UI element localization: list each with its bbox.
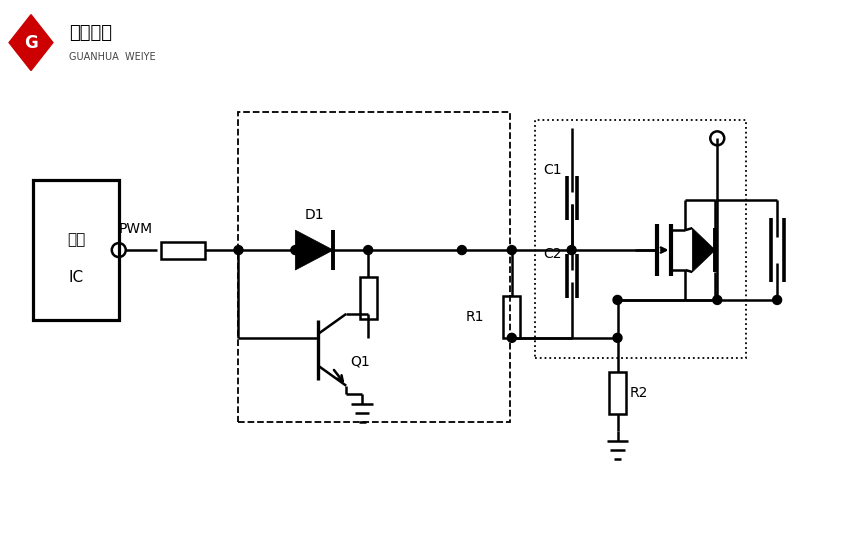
Circle shape xyxy=(507,245,516,255)
Circle shape xyxy=(291,245,300,255)
Circle shape xyxy=(457,245,467,255)
Text: R1: R1 xyxy=(465,310,484,324)
Bar xyxy=(33,180,119,320)
Polygon shape xyxy=(692,228,715,272)
Circle shape xyxy=(567,245,576,255)
Polygon shape xyxy=(295,230,333,270)
Text: R2: R2 xyxy=(630,386,648,400)
Text: 电源: 电源 xyxy=(67,233,85,248)
Text: 冠华伟业: 冠华伟业 xyxy=(69,24,112,42)
Bar xyxy=(535,120,746,358)
Text: C1: C1 xyxy=(543,163,562,177)
Circle shape xyxy=(507,333,516,342)
Circle shape xyxy=(613,295,622,305)
Circle shape xyxy=(234,245,243,255)
Bar xyxy=(609,372,626,414)
Circle shape xyxy=(613,333,622,342)
Bar xyxy=(239,112,510,422)
Text: IC: IC xyxy=(68,271,83,285)
Bar xyxy=(360,277,377,319)
Circle shape xyxy=(713,295,722,305)
Text: C2: C2 xyxy=(543,247,562,261)
Bar xyxy=(161,241,205,258)
Polygon shape xyxy=(9,15,53,70)
Text: D1: D1 xyxy=(304,208,324,222)
Text: GUANHUA  WEIYE: GUANHUA WEIYE xyxy=(69,52,156,62)
Text: PWM: PWM xyxy=(119,222,153,236)
Text: G: G xyxy=(24,34,38,52)
Circle shape xyxy=(364,245,372,255)
Text: Q1: Q1 xyxy=(350,355,370,369)
Circle shape xyxy=(773,295,782,305)
Bar xyxy=(503,296,520,338)
